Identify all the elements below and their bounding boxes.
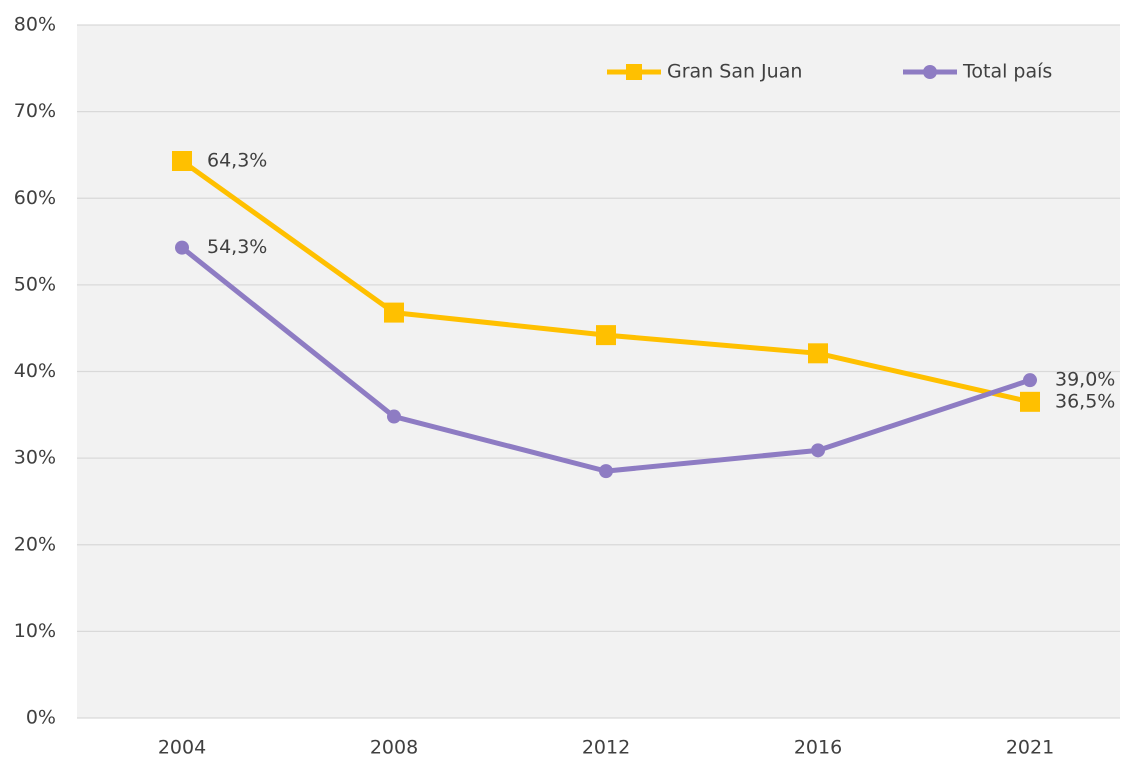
- x-tick-label: 2021: [1006, 737, 1054, 759]
- point: [808, 343, 828, 364]
- y-tick-label: 20%: [14, 533, 56, 555]
- point: [172, 151, 192, 172]
- x-tick-label: 2004: [158, 737, 206, 759]
- legend-label: Gran San Juan: [667, 61, 802, 83]
- point: [599, 464, 613, 479]
- legend-marker: [626, 64, 642, 80]
- point: [175, 240, 189, 255]
- point: [1023, 373, 1037, 388]
- x-tick-label: 2012: [582, 737, 630, 759]
- x-tick-label: 2008: [370, 737, 418, 759]
- y-tick-label: 40%: [14, 360, 56, 382]
- y-tick-label: 0%: [26, 707, 56, 729]
- y-tick-label: 80%: [14, 14, 56, 36]
- point: [811, 443, 825, 458]
- data-label: 39,0%: [1055, 369, 1115, 391]
- y-tick-label: 30%: [14, 447, 56, 469]
- legend-marker: [923, 65, 937, 79]
- data-label: 64,3%: [207, 150, 267, 172]
- x-tick-label: 2016: [794, 737, 842, 759]
- point: [596, 325, 616, 346]
- legend-label: Total país: [962, 61, 1052, 83]
- point: [1020, 391, 1040, 412]
- y-tick-label: 10%: [14, 620, 56, 642]
- y-tick-label: 50%: [14, 273, 56, 295]
- data-label: 36,5%: [1055, 390, 1115, 412]
- point: [384, 302, 404, 323]
- y-tick-label: 70%: [14, 100, 56, 122]
- point: [387, 409, 401, 424]
- data-label: 54,3%: [207, 236, 267, 258]
- y-tick-label: 60%: [14, 187, 56, 209]
